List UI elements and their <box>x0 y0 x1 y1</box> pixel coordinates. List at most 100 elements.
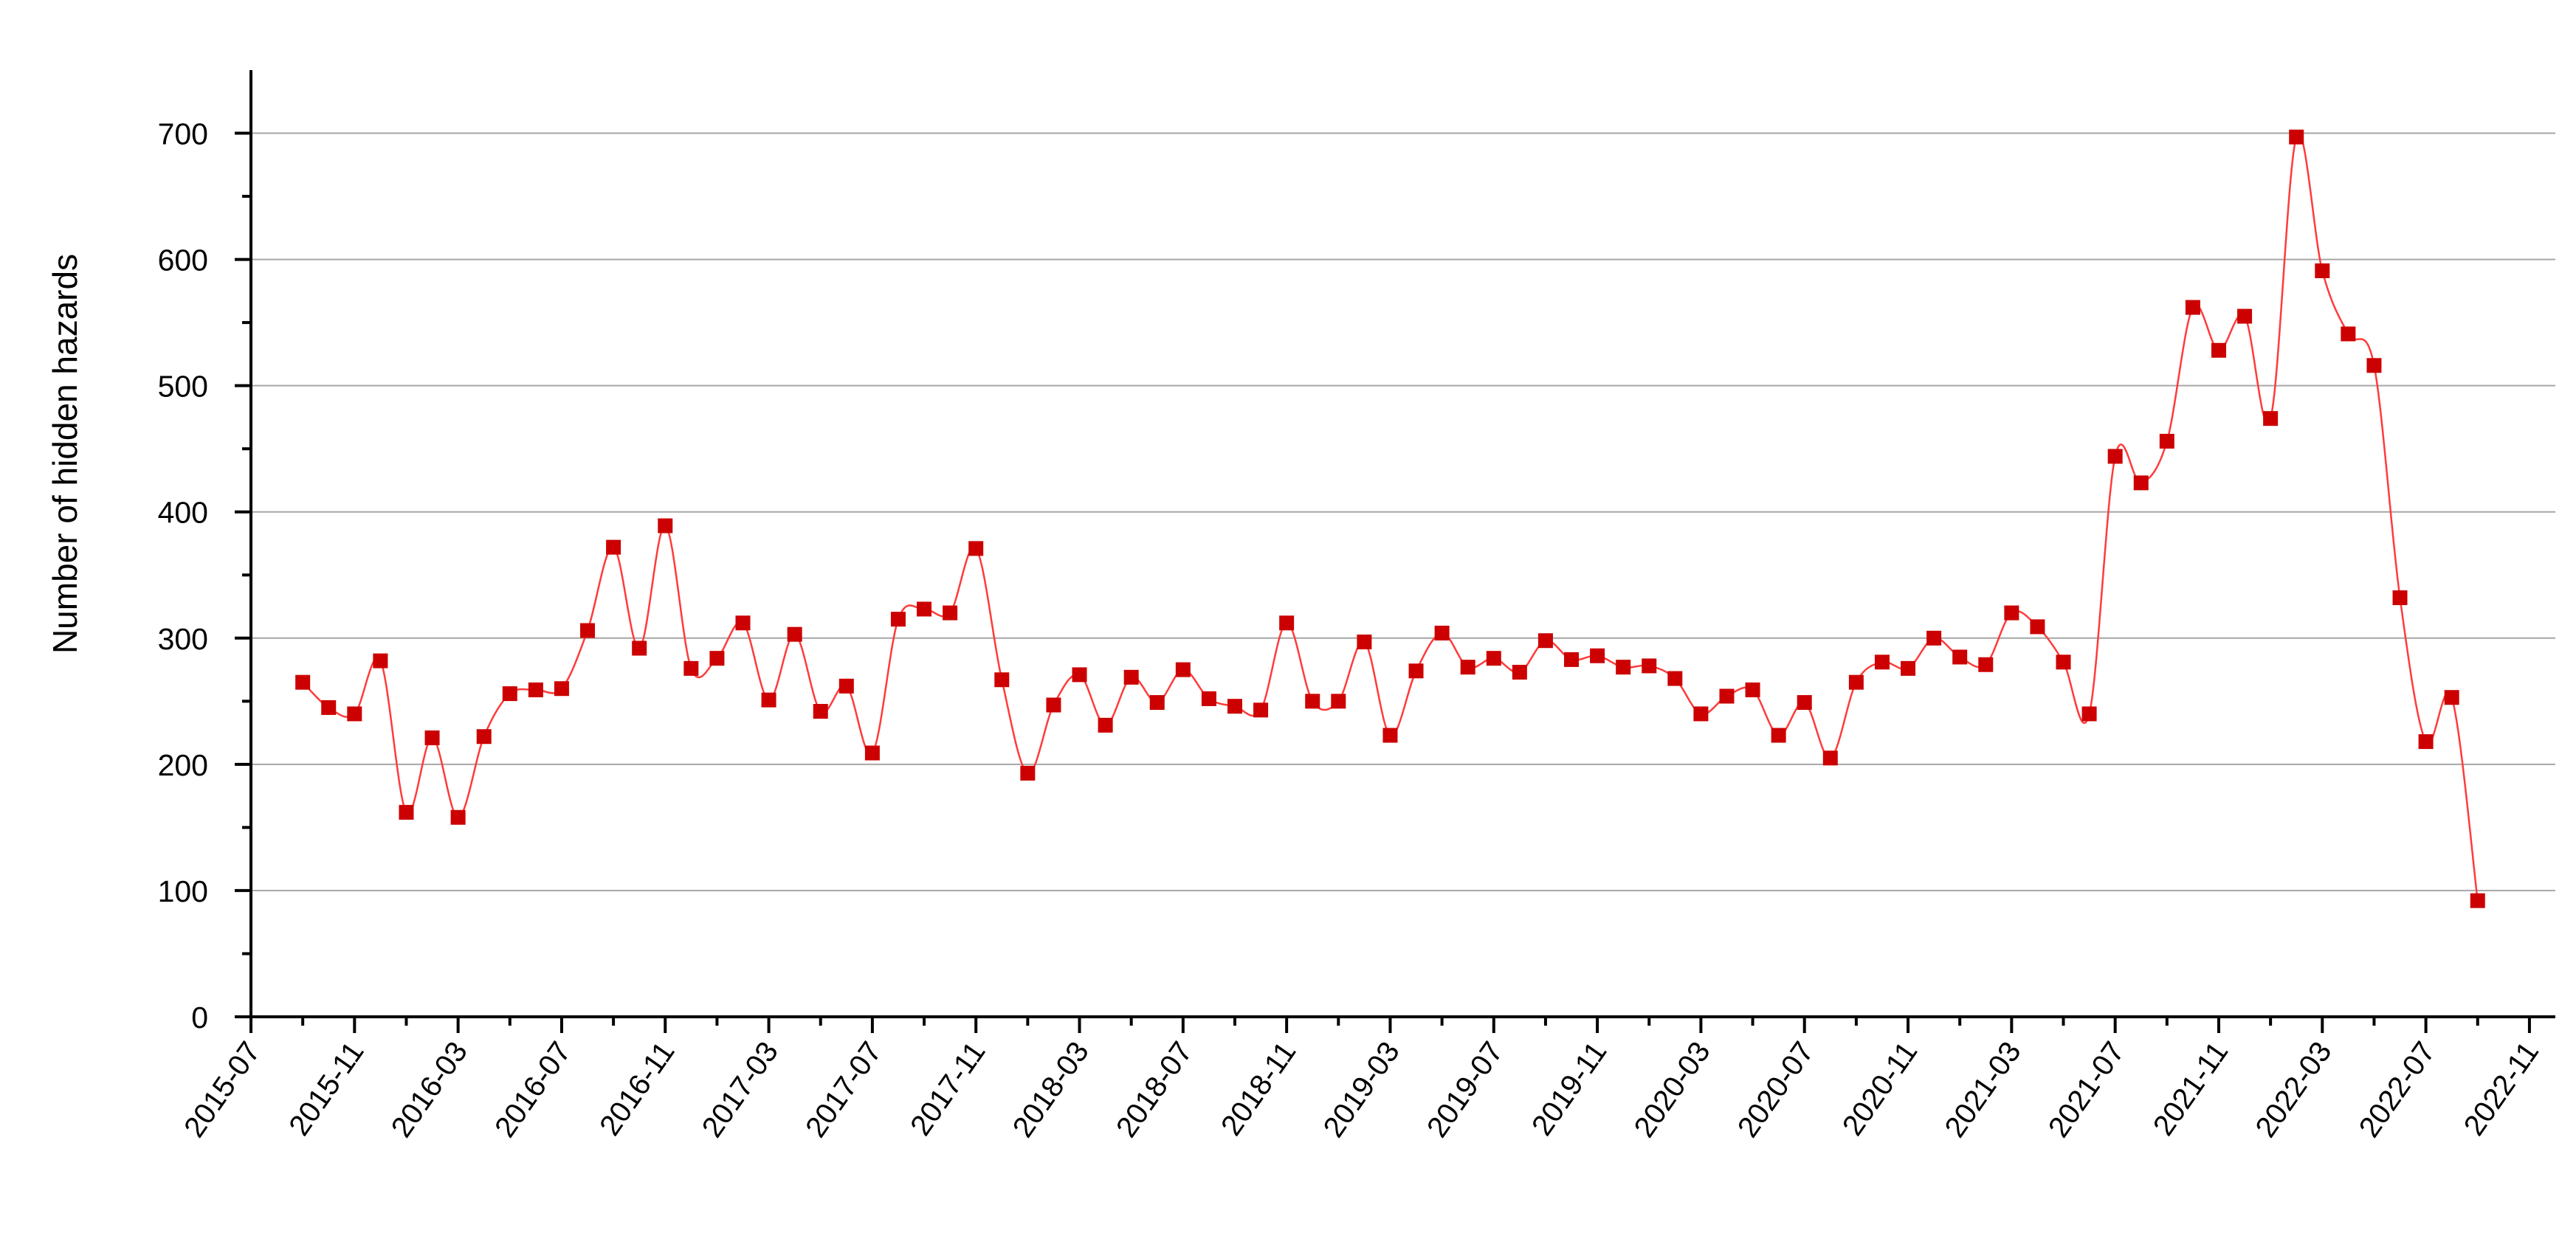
y-tick-label: 700 <box>158 117 208 151</box>
data-point <box>321 700 337 715</box>
data-point <box>2237 308 2253 324</box>
data-point <box>994 672 1010 688</box>
x-tick-label: 2017-03 <box>696 1036 785 1143</box>
series-line <box>302 133 2479 901</box>
data-point <box>1149 695 1165 711</box>
data-point <box>1693 706 1709 722</box>
data-point <box>1227 699 1242 714</box>
data-point <box>1020 765 1036 781</box>
data-point <box>1978 657 1994 672</box>
data-point <box>2263 411 2279 426</box>
x-tick-label: 2019-11 <box>1526 1036 1614 1142</box>
data-point <box>1512 664 1527 680</box>
x-tick-label: 2016-11 <box>593 1036 681 1142</box>
data-point <box>450 809 466 825</box>
data-point <box>1382 728 1398 743</box>
data-point <box>1486 651 1501 666</box>
data-point <box>658 518 673 533</box>
x-tick-label: 2016-07 <box>489 1036 577 1143</box>
data-point <box>1460 660 1475 675</box>
data-point <box>399 804 414 820</box>
data-point <box>1719 688 1735 704</box>
data-point <box>2315 263 2330 278</box>
data-point <box>1848 674 1864 690</box>
data-point <box>1201 691 1216 706</box>
x-tick-label: 2019-07 <box>1421 1036 1509 1143</box>
x-tick-label: 2015-11 <box>283 1036 371 1142</box>
data-point <box>1046 697 1061 713</box>
data-point <box>1331 694 1346 709</box>
data-point <box>1357 634 1372 649</box>
x-tick-label: 2020-11 <box>1836 1036 1924 1142</box>
data-point <box>295 674 311 690</box>
data-point <box>2030 619 2045 635</box>
x-tick-label: 2018-11 <box>1215 1036 1303 1142</box>
x-tick-label: 2022-11 <box>2458 1036 2546 1142</box>
data-point <box>476 729 492 745</box>
data-point <box>1279 615 1295 631</box>
x-tick-label: 2018-07 <box>1110 1036 1199 1143</box>
x-tick-label: 2022-03 <box>2249 1036 2338 1143</box>
data-point <box>2418 734 2434 750</box>
data-point <box>1098 717 1113 733</box>
data-point <box>2133 475 2149 491</box>
data-point <box>1434 625 1450 640</box>
x-tick-label: 2020-07 <box>1732 1036 1820 1143</box>
data-point <box>2004 605 2019 621</box>
gridlines <box>251 132 2555 891</box>
data-point <box>735 615 751 631</box>
x-tick-label: 2017-07 <box>799 1036 888 1143</box>
data-point <box>683 660 699 676</box>
data-point <box>2056 655 2071 670</box>
data-point <box>917 601 932 617</box>
data-point <box>1874 655 1890 670</box>
data-point <box>2444 690 2459 705</box>
y-tick-label: 100 <box>158 874 208 908</box>
x-tick-label: 2015-07 <box>178 1036 266 1143</box>
x-tick-label: 2021-03 <box>1938 1036 2027 1143</box>
data-point <box>2366 358 2382 373</box>
data-point <box>1667 671 1683 686</box>
data-point <box>1642 658 1657 674</box>
x-tick-label: 2020-03 <box>1628 1036 1717 1143</box>
data-point <box>1305 694 1320 709</box>
data-point <box>1616 660 1631 675</box>
data-point <box>2289 129 2304 145</box>
data-point <box>968 541 984 556</box>
data-point <box>1901 660 1916 676</box>
y-tick-label: 200 <box>158 748 208 782</box>
data-point <box>1926 630 1942 646</box>
y-axis-title: Number of hidden hazards <box>46 254 84 654</box>
data-point <box>1123 669 1139 685</box>
data-point <box>1072 667 1087 683</box>
data-point <box>554 681 569 697</box>
data-point <box>528 682 543 697</box>
data-point <box>890 612 906 627</box>
series-hidden-hazards <box>295 129 2485 908</box>
data-point <box>1564 652 1580 667</box>
data-point <box>2341 326 2356 342</box>
data-point <box>864 745 880 761</box>
data-point <box>1745 682 1760 697</box>
data-point <box>632 640 647 656</box>
data-point <box>813 704 828 719</box>
data-point <box>838 678 854 694</box>
data-point <box>1175 662 1191 677</box>
data-point <box>2211 342 2226 358</box>
y-tick-label: 400 <box>158 496 208 530</box>
x-tick-label: 2021-07 <box>2042 1036 2131 1143</box>
data-point <box>943 605 958 621</box>
x-tick-label: 2017-11 <box>904 1036 992 1142</box>
data-point <box>1771 728 1786 743</box>
data-point <box>2107 449 2123 464</box>
x-tick-label: 2016-03 <box>385 1036 474 1143</box>
data-point <box>1408 663 1424 679</box>
x-tick-label: 2022-07 <box>2353 1036 2442 1143</box>
data-point <box>373 653 388 669</box>
x-tick-label: 2018-03 <box>1007 1036 1095 1143</box>
data-point <box>2159 433 2174 449</box>
data-point <box>1253 702 1269 718</box>
